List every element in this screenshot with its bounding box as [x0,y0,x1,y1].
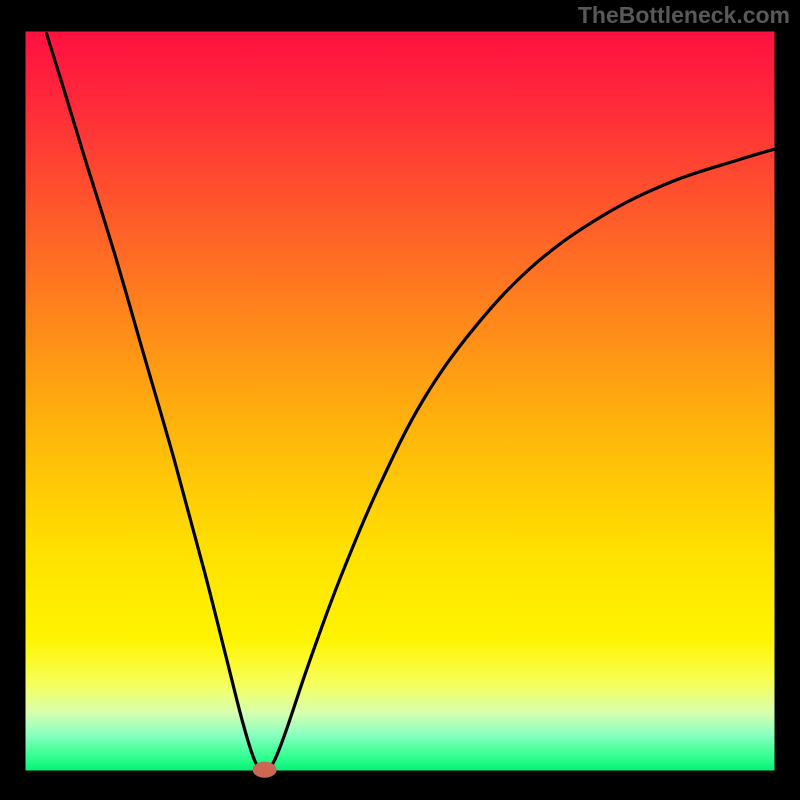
bottleneck-chart [0,0,800,800]
plot-background [24,30,776,772]
minimum-marker [253,762,277,778]
watermark-text: TheBottleneck.com [578,2,790,29]
chart-svg [0,0,800,800]
